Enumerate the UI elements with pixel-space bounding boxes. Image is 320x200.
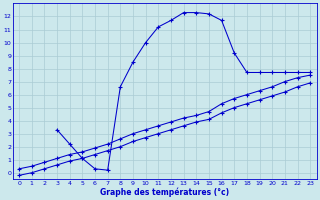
X-axis label: Graphe des températures (°c): Graphe des températures (°c) [100, 187, 229, 197]
